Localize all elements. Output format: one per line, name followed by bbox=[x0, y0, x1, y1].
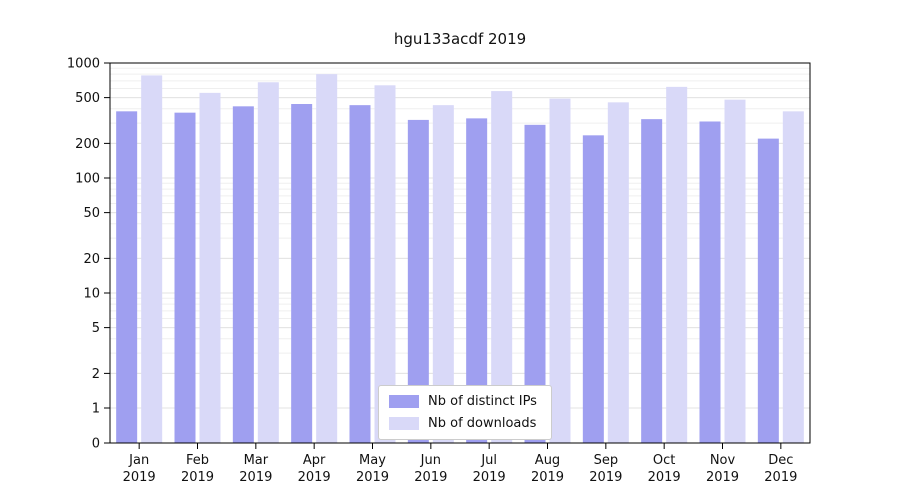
legend-label-downloads: Nb of downloads bbox=[428, 416, 537, 431]
bar-downloads-mar bbox=[257, 82, 279, 443]
x-tick-label-year: 2019 bbox=[356, 470, 389, 485]
y-tick-label: 5 bbox=[92, 321, 100, 336]
y-tick-label: 20 bbox=[83, 252, 100, 267]
bar-downloads-sep bbox=[607, 102, 629, 444]
x-tick-label-year: 2019 bbox=[123, 470, 156, 485]
bar-distinct-ips-feb bbox=[174, 112, 196, 443]
bar-distinct-ips-oct bbox=[641, 119, 663, 443]
y-tick-label: 1 bbox=[92, 402, 100, 417]
x-tick-label-year: 2019 bbox=[589, 470, 622, 485]
chart-title: hgu133acdf 2019 bbox=[393, 30, 527, 48]
legend-label-distinct-ips: Nb of distinct IPs bbox=[428, 394, 537, 409]
x-tick-label-year: 2019 bbox=[531, 470, 564, 485]
x-tick-label-month: Dec bbox=[768, 453, 793, 468]
bar-distinct-ips-jan bbox=[116, 111, 138, 443]
x-tick-label-year: 2019 bbox=[181, 470, 214, 485]
x-tick-label-year: 2019 bbox=[414, 470, 447, 485]
bar-distinct-ips-may bbox=[349, 105, 371, 444]
bar-downloads-apr bbox=[316, 74, 338, 443]
y-tick-label: 10 bbox=[83, 287, 100, 302]
legend-item-distinct-ips: Nb of distinct IPs bbox=[389, 394, 537, 409]
y-tick-label: 50 bbox=[83, 206, 100, 221]
x-tick-label-year: 2019 bbox=[473, 470, 506, 485]
bar-downloads-nov bbox=[724, 99, 746, 443]
bar-distinct-ips-mar bbox=[232, 106, 254, 444]
bar-downloads-jul bbox=[491, 91, 513, 443]
y-tick-label: 200 bbox=[75, 137, 100, 152]
plot-border bbox=[109, 62, 811, 444]
bar-downloads-aug bbox=[549, 98, 571, 444]
y-tick-label: 0 bbox=[92, 437, 100, 452]
x-tick-label-year: 2019 bbox=[239, 470, 272, 485]
bar-downloads-oct bbox=[666, 86, 688, 444]
bar-downloads-jan bbox=[141, 75, 163, 443]
x-tick-label-year: 2019 bbox=[706, 470, 739, 485]
x-tick-label-month: Nov bbox=[710, 453, 736, 468]
bar-downloads-jun bbox=[432, 105, 454, 444]
y-tick-label: 500 bbox=[75, 91, 100, 106]
bar-distinct-ips-jul bbox=[466, 118, 488, 443]
legend-swatch-downloads bbox=[389, 417, 419, 430]
bar-distinct-ips-sep bbox=[582, 135, 604, 443]
legend-item-downloads: Nb of downloads bbox=[389, 416, 537, 431]
x-tick-label-month: Aug bbox=[535, 453, 560, 468]
chart-legend: Nb of distinct IPs Nb of downloads bbox=[378, 385, 552, 440]
x-tick-label-month: Sep bbox=[594, 453, 619, 468]
bar-distinct-ips-jun bbox=[407, 119, 429, 444]
x-tick-label-month: Mar bbox=[244, 453, 269, 468]
x-tick-label-month: Feb bbox=[186, 453, 209, 468]
bar-downloads-may bbox=[374, 85, 396, 443]
bar-distinct-ips-dec bbox=[757, 138, 779, 443]
x-tick-label-month: Jan bbox=[128, 453, 149, 468]
y-tick-label: 2 bbox=[92, 367, 100, 382]
bar-distinct-ips-aug bbox=[524, 124, 546, 444]
y-tick-label: 100 bbox=[75, 172, 100, 187]
bar-downloads-dec bbox=[782, 111, 804, 443]
bar-distinct-ips-nov bbox=[699, 121, 721, 443]
x-tick-label-month: Jul bbox=[480, 453, 497, 468]
bar-distinct-ips-apr bbox=[291, 104, 313, 444]
x-tick-label-month: Apr bbox=[303, 453, 326, 468]
x-tick-label-year: 2019 bbox=[764, 470, 797, 485]
legend-swatch-distinct-ips bbox=[389, 395, 419, 408]
x-tick-label-year: 2019 bbox=[298, 470, 331, 485]
x-tick-label-year: 2019 bbox=[648, 470, 681, 485]
y-tick-label: 1000 bbox=[67, 57, 100, 72]
x-tick-label-month: Oct bbox=[653, 453, 675, 468]
bar-downloads-feb bbox=[199, 92, 221, 444]
x-tick-label-month: May bbox=[359, 453, 386, 468]
x-tick-label-month: Jun bbox=[420, 453, 441, 468]
